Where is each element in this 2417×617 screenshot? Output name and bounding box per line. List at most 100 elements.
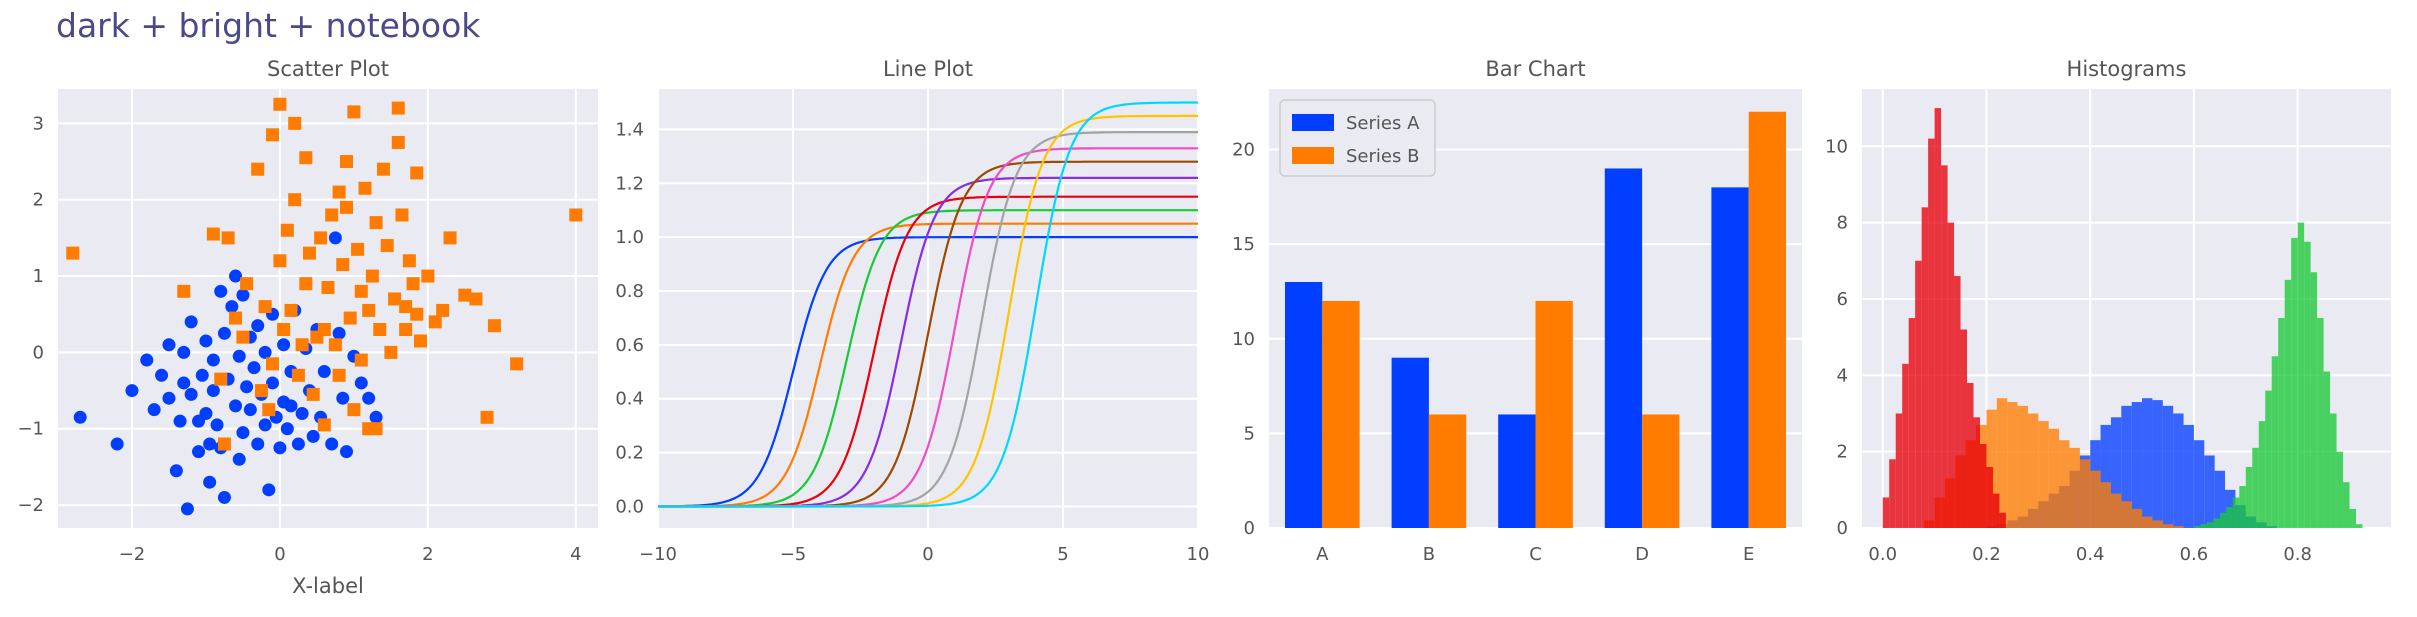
histogram-bar <box>2110 417 2122 528</box>
x-tick-label: 4 <box>570 544 581 565</box>
histogram-bar <box>2152 520 2163 528</box>
scatter-point <box>288 193 302 207</box>
scatter-point <box>317 418 331 432</box>
x-tick-label: 0.6 <box>2180 544 2209 565</box>
histogram-bar <box>2278 318 2285 528</box>
histogram-bar <box>1992 493 2000 528</box>
scatter-point <box>336 258 350 272</box>
chart-3: 0 5 10 15 20 Bar Chart A B C D E Series A Series B <box>1232 57 1802 565</box>
scatter-point <box>402 254 416 268</box>
y-tick-label: 0 <box>1244 518 1255 539</box>
scatter-point <box>376 162 390 176</box>
scatter-point <box>262 403 276 417</box>
x-tick-label: 0 <box>274 544 285 565</box>
histogram-bar <box>1889 459 1896 528</box>
scatter-point <box>110 437 124 451</box>
scatter-point <box>162 338 176 352</box>
histogram-bar <box>2038 421 2049 528</box>
scatter-point <box>406 277 420 291</box>
histogram-bar <box>2310 272 2318 528</box>
x-tick-label: A <box>1316 544 1329 565</box>
scatter-point <box>273 441 287 455</box>
y-tick-label: 0 <box>1837 518 1848 539</box>
scatter-point <box>358 181 372 195</box>
histogram-bar <box>2297 222 2305 528</box>
scatter-point <box>328 231 342 245</box>
bar <box>1748 111 1787 528</box>
scatter-point <box>458 288 472 302</box>
histogram-bar <box>2048 428 2060 528</box>
scatter-point <box>354 284 368 298</box>
scatter-point <box>306 429 320 443</box>
bar <box>1322 300 1360 528</box>
histogram-bar <box>2027 413 2039 528</box>
scatter-point <box>199 406 213 420</box>
scatter-point <box>384 345 398 359</box>
y-tick-label: 1.0 <box>615 227 644 248</box>
scatter-point <box>365 269 379 283</box>
histogram-bar <box>1979 444 1987 528</box>
histogram-bar <box>2245 466 2253 528</box>
histogram-bar <box>2121 405 2132 528</box>
scatter-point <box>284 303 298 317</box>
line-series-2 <box>658 222 1198 508</box>
histogram-bar <box>2258 421 2266 528</box>
scatter-point <box>229 399 243 413</box>
scatter-point <box>266 357 280 371</box>
y-tick-label: 2 <box>1837 442 1848 463</box>
scatter-point <box>173 414 187 428</box>
bar <box>1284 282 1323 528</box>
x-tick-label: 0.4 <box>2076 544 2105 565</box>
scatter-point <box>203 437 217 451</box>
scatter-point <box>177 284 191 298</box>
y-tick-label: 1.2 <box>615 173 644 194</box>
scatter-point <box>169 464 183 478</box>
scatter-point <box>277 322 291 336</box>
scatter-point <box>251 319 265 333</box>
bar <box>1498 414 1536 528</box>
scatter-point <box>388 292 402 306</box>
scatter-point <box>428 315 442 329</box>
histogram-bar <box>2162 524 2174 528</box>
y-tick-label: 0.4 <box>615 389 644 410</box>
scatter-point <box>369 216 383 230</box>
scatter-point <box>336 391 350 405</box>
y-tick-label: 0.8 <box>615 281 644 302</box>
scatter-point <box>410 307 424 321</box>
scatter-point <box>373 322 387 336</box>
scatter-point <box>243 403 257 417</box>
scatter-point <box>362 422 376 436</box>
scatter-point <box>232 452 246 466</box>
histogram-bar <box>1915 260 1922 528</box>
chart-4: 0.0 0.2 0.4 0.6 0.8 0 2 4 6 8 10 Histograms <box>1825 57 2391 565</box>
histogram-bar <box>2204 455 2215 528</box>
scatter-point <box>206 227 220 241</box>
scatter-point <box>295 406 309 420</box>
scatter-point <box>317 322 331 336</box>
bar <box>1711 187 1749 528</box>
scatter-point <box>303 246 317 260</box>
scatter-point <box>214 372 228 386</box>
histogram-bar <box>2100 424 2111 528</box>
x-tick-label: E <box>1743 544 1754 565</box>
scatter-point <box>343 311 357 325</box>
scatter-point <box>177 345 191 359</box>
histogram-bar <box>2291 237 2298 528</box>
scatter-point <box>273 254 287 268</box>
y-tick-label: 0.2 <box>615 443 644 464</box>
scatter-point <box>299 151 313 165</box>
scatter-point <box>217 490 231 504</box>
histogram-bar <box>2206 522 2214 528</box>
histogram-bar <box>2193 440 2205 528</box>
histogram-bar <box>1921 207 1929 529</box>
histogram-bar <box>2142 516 2153 528</box>
scatter-point <box>217 437 231 451</box>
histogram-bar <box>2017 405 2028 528</box>
x-tick-label: 0 <box>922 544 933 565</box>
scatter-point <box>280 422 294 436</box>
histogram-bar <box>1934 108 1942 528</box>
scatter-point <box>210 418 224 432</box>
histogram-bar <box>2317 318 2324 528</box>
y-tick-label: −1 <box>17 419 44 440</box>
scatter-point <box>221 231 235 245</box>
